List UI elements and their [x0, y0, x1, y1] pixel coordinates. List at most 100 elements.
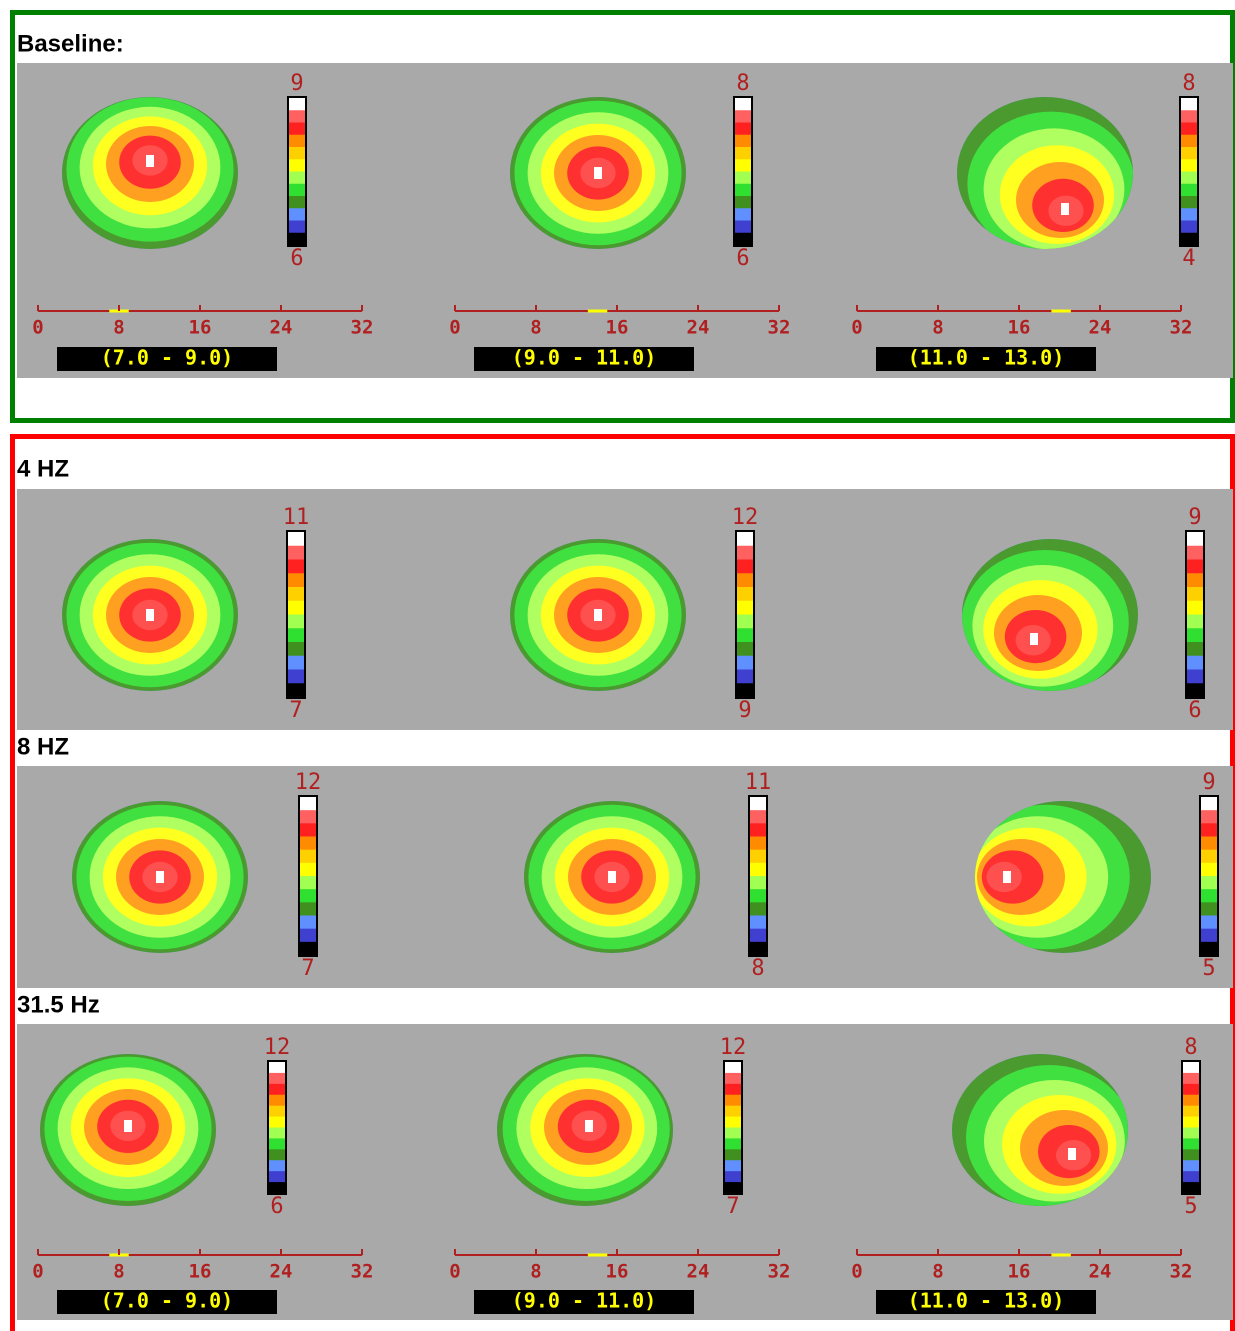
colorbar-cell	[1187, 683, 1203, 698]
colorbar-cell	[1183, 1083, 1199, 1096]
colorbar-cell	[288, 532, 304, 547]
colorbar-cell	[1181, 110, 1197, 123]
colorbar-cell	[725, 1062, 741, 1074]
colorbar-cell	[735, 183, 751, 197]
colorbar-cell	[750, 810, 766, 824]
freq-tick-label: 16	[606, 1261, 629, 1283]
topo-map	[962, 539, 1138, 691]
colorbar-cell	[1183, 1072, 1199, 1085]
colorbar-cell	[750, 889, 766, 903]
peak	[146, 609, 154, 621]
colorbar-cell	[1201, 862, 1217, 877]
colorbar-cell	[1181, 171, 1197, 185]
band-label: (7.0 - 9.0)	[101, 346, 233, 370]
scale-max: 8	[1182, 71, 1195, 96]
scale-min: 7	[726, 1194, 739, 1219]
scale-min: 6	[1188, 698, 1201, 723]
freq-tick-label: 0	[32, 1261, 43, 1283]
colorbar-cell	[725, 1105, 741, 1118]
colorbar-cell	[1183, 1062, 1199, 1074]
topo-map	[62, 97, 238, 249]
colorbar-frame	[267, 1060, 287, 1195]
colorbar-cell	[289, 220, 305, 234]
scale-max: 9	[1202, 770, 1215, 795]
colorbar-cell	[300, 849, 316, 864]
colorbar-cell	[737, 655, 753, 670]
colorbar-cell	[288, 600, 304, 615]
band-label: (9.0 - 11.0)	[512, 1289, 657, 1313]
peak	[594, 167, 602, 179]
colorbar-cell	[289, 171, 305, 185]
colorbar-cell	[269, 1160, 285, 1172]
colorbar-frame	[298, 795, 318, 957]
colorbar-cell	[1187, 642, 1203, 657]
colorbar-cell	[1201, 836, 1217, 851]
freq-tick-label: 24	[687, 1261, 710, 1283]
colorbar-cell	[300, 862, 316, 877]
colorbar-cell	[1183, 1171, 1199, 1183]
colorbar-cell	[1183, 1105, 1199, 1118]
colorbar-cell	[750, 876, 766, 890]
scale-min: 6	[290, 246, 303, 271]
freq-tick-label: 32	[1170, 1261, 1193, 1283]
freq-tick-label: 8	[113, 1261, 124, 1283]
colorbar-cell	[725, 1094, 741, 1107]
colorbar-cell	[735, 208, 751, 221]
map-fill	[952, 1054, 1128, 1206]
colorbar-cell	[289, 196, 305, 209]
colorbar-cell	[735, 159, 751, 172]
colorbar-cell	[289, 232, 305, 246]
colorbar-cell	[750, 941, 766, 956]
freq-tick-label: 32	[351, 317, 374, 339]
colorbar-cell	[269, 1127, 285, 1139]
colorbar-cell	[1181, 122, 1197, 136]
colorbar-frame	[1199, 795, 1219, 957]
colorbar-frame	[1185, 530, 1205, 699]
colorbar-cell	[737, 573, 753, 588]
topo-map	[524, 801, 700, 953]
colorbar-cell	[289, 122, 305, 136]
band-label: (11.0 - 13.0)	[908, 346, 1065, 370]
colorbar-cell	[1181, 98, 1197, 111]
colorbar-cell	[725, 1072, 741, 1085]
colorbar-cell	[735, 110, 751, 123]
map-fill	[957, 97, 1133, 249]
scale-min: 4	[1182, 246, 1195, 271]
colorbar-cell	[1187, 614, 1203, 629]
peak	[124, 1120, 132, 1132]
scale-min: 5	[1184, 1194, 1197, 1219]
scale-max: 12	[720, 1035, 747, 1060]
colorbar-frame	[287, 96, 307, 247]
colorbar-cell	[269, 1072, 285, 1085]
band-label-bg	[57, 347, 277, 371]
colorbar-cell	[300, 797, 316, 811]
peak	[1068, 1148, 1076, 1160]
colorbar-cell	[737, 642, 753, 657]
scale-min: 9	[738, 698, 751, 723]
colorbar-cell	[289, 183, 305, 197]
colorbar-cell	[1183, 1149, 1199, 1161]
topo-map	[497, 1054, 673, 1206]
colorbar-cell	[1183, 1127, 1199, 1139]
freq-tick-label: 8	[932, 1261, 943, 1283]
colorbar-cell	[1187, 587, 1203, 602]
band-label: (9.0 - 11.0)	[512, 346, 657, 370]
colorbar-cell	[725, 1116, 741, 1128]
colorbar-cell	[725, 1182, 741, 1194]
colorbar-cell	[1183, 1160, 1199, 1172]
freq-tick-label: 0	[32, 317, 43, 339]
freq-tick-label: 24	[1089, 1261, 1112, 1283]
colorbar-cell	[300, 915, 316, 930]
colorbar-cell	[288, 628, 304, 643]
colorbar-cell	[1187, 545, 1203, 560]
panel-title: Baseline:	[17, 30, 124, 57]
colorbar-cell	[750, 823, 766, 837]
topo-map	[72, 801, 248, 953]
freq-tick-label: 16	[189, 1261, 212, 1283]
freq-tick-label: 16	[606, 317, 629, 339]
colorbar-cell	[1201, 902, 1217, 916]
colorbar-cell	[289, 134, 305, 148]
colorbar-cell	[1187, 655, 1203, 670]
scale-min: 6	[270, 1194, 283, 1219]
scale-min: 5	[1202, 956, 1215, 981]
